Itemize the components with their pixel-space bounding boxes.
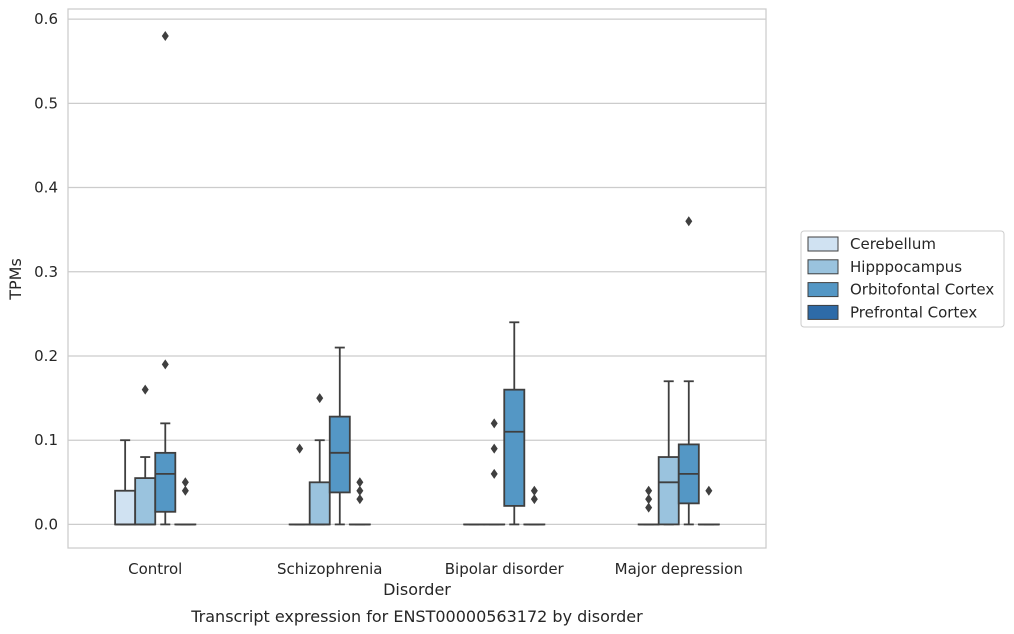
box-1-1 — [308, 393, 331, 526]
iqr-box — [114, 489, 137, 526]
legend-item: Orbitofontal Cortex — [807, 281, 994, 299]
y-tick-label: 0.5 — [34, 94, 58, 112]
figure-caption: Transcript expression for ENST0000056317… — [190, 607, 643, 626]
box-3-2 — [677, 216, 700, 526]
outlier-point — [161, 359, 169, 370]
outlier-point — [296, 443, 304, 454]
box-2-3 — [523, 485, 546, 526]
x-tick-label: Schizophrenia — [277, 560, 382, 578]
box-1-3 — [348, 477, 371, 526]
legend-label: Prefrontal Cortex — [850, 303, 977, 321]
legend-item: Prefrontal Cortex — [807, 303, 977, 321]
gridlines — [68, 18, 766, 526]
outlier-point — [316, 393, 324, 404]
iqr-box — [328, 415, 351, 494]
box-0-0 — [114, 439, 137, 526]
y-axis-ticks: 0.0 0.1 0.2 0.3 0.4 0.5 0.6 — [34, 10, 58, 533]
outlier-point — [356, 494, 364, 505]
iqr-box — [657, 456, 680, 526]
outlier-point — [181, 485, 189, 496]
outlier-point — [530, 494, 538, 505]
box-1-2 — [328, 346, 351, 526]
outlier-point — [490, 443, 498, 454]
box-0-1 — [134, 384, 157, 526]
legend-swatch — [807, 259, 839, 275]
outlier-point — [181, 477, 189, 488]
box-0-3 — [174, 477, 197, 526]
x-axis-ticks: Control Schizophrenia Bipolar disorder Majo… — [128, 560, 743, 578]
legend-item: Cerebellum — [807, 235, 936, 253]
box-3-3 — [697, 485, 720, 526]
outlier-point — [645, 502, 653, 513]
legend-label: Cerebellum — [850, 235, 936, 253]
outlier-point — [645, 485, 653, 496]
y-axis-label: TPMs — [6, 258, 25, 301]
box-series — [114, 30, 720, 526]
legend-item: Hipppocampus — [807, 258, 962, 276]
outlier-point — [161, 30, 169, 41]
legend-label: Hipppocampus — [850, 258, 962, 276]
outlier-point — [141, 384, 149, 395]
y-tick-label: 0.3 — [34, 263, 58, 281]
legend-label: Orbitofontal Cortex — [850, 281, 994, 299]
outlier-point — [685, 216, 693, 227]
y-tick-label: 0.6 — [34, 10, 58, 28]
y-tick-label: 0.1 — [34, 431, 58, 449]
y-tick-label: 0.4 — [34, 179, 58, 197]
outlier-point — [490, 468, 498, 479]
legend-frame — [800, 230, 1005, 328]
box-3-1 — [657, 380, 680, 526]
legend-swatch — [807, 282, 839, 298]
iqr-box — [134, 477, 157, 526]
iqr-box — [308, 481, 331, 526]
x-tick-label: Control — [128, 560, 182, 578]
outlier-point — [356, 477, 364, 488]
legend-swatch — [807, 304, 839, 320]
x-axis-label: Disorder — [383, 580, 451, 599]
box-2-2 — [503, 321, 526, 526]
legend-items: Cerebellum Hipppocampus Orbitofontal Corte… — [807, 235, 994, 321]
outlier-point — [356, 485, 364, 496]
iqr-box — [154, 451, 177, 513]
outlier-point — [490, 418, 498, 429]
box-2-1 — [483, 418, 506, 526]
y-tick-label: 0.2 — [34, 347, 58, 365]
y-tick-label: 0.0 — [34, 515, 58, 533]
box-3-0 — [637, 485, 660, 526]
legend-swatch — [807, 236, 839, 252]
x-tick-label: Major depression — [615, 560, 743, 578]
outlier-point — [645, 494, 653, 505]
plot-area-frame — [67, 8, 767, 549]
outlier-point — [530, 485, 538, 496]
box-1-0 — [288, 443, 311, 526]
box-0-2 — [154, 30, 177, 526]
outlier-point — [705, 485, 713, 496]
x-tick-label: Bipolar disorder — [445, 560, 565, 578]
iqr-box — [503, 388, 526, 507]
legend: Cerebellum Hipppocampus Orbitofontal Corte… — [800, 230, 1005, 328]
